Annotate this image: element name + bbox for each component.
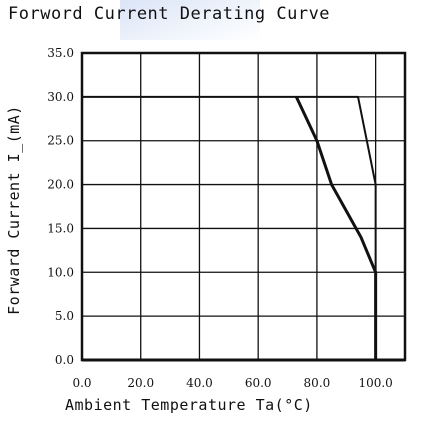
x-tick-label: 100.0 xyxy=(358,376,392,390)
y-tick-label: 25.0 xyxy=(47,134,74,148)
x-tick-label: 40.0 xyxy=(186,376,213,390)
series-line-2 xyxy=(294,96,378,360)
x-axis-label: Ambient Temperature Ta(°C) xyxy=(65,396,313,414)
y-tick-label: 15.0 xyxy=(47,221,74,235)
y-tick-label: 35.0 xyxy=(47,46,74,60)
x-tick-label: 20.0 xyxy=(127,376,154,390)
y-tick-label: 30.0 xyxy=(47,90,74,104)
series-line-1 xyxy=(82,95,377,360)
y-tick-label: 10.0 xyxy=(47,265,74,279)
x-tick-label: 60.0 xyxy=(245,376,272,390)
x-tick-label: 80.0 xyxy=(304,376,331,390)
chart-title: Forword Current Derating Curve xyxy=(8,4,331,24)
plot-frame xyxy=(80,51,407,362)
y-tick-label: 5.0 xyxy=(55,309,74,323)
x-tick-label: 0.0 xyxy=(72,376,91,390)
watermark xyxy=(120,0,260,40)
y-tick-label: 20.0 xyxy=(47,178,74,192)
y-tick-label: 0.0 xyxy=(55,353,74,367)
